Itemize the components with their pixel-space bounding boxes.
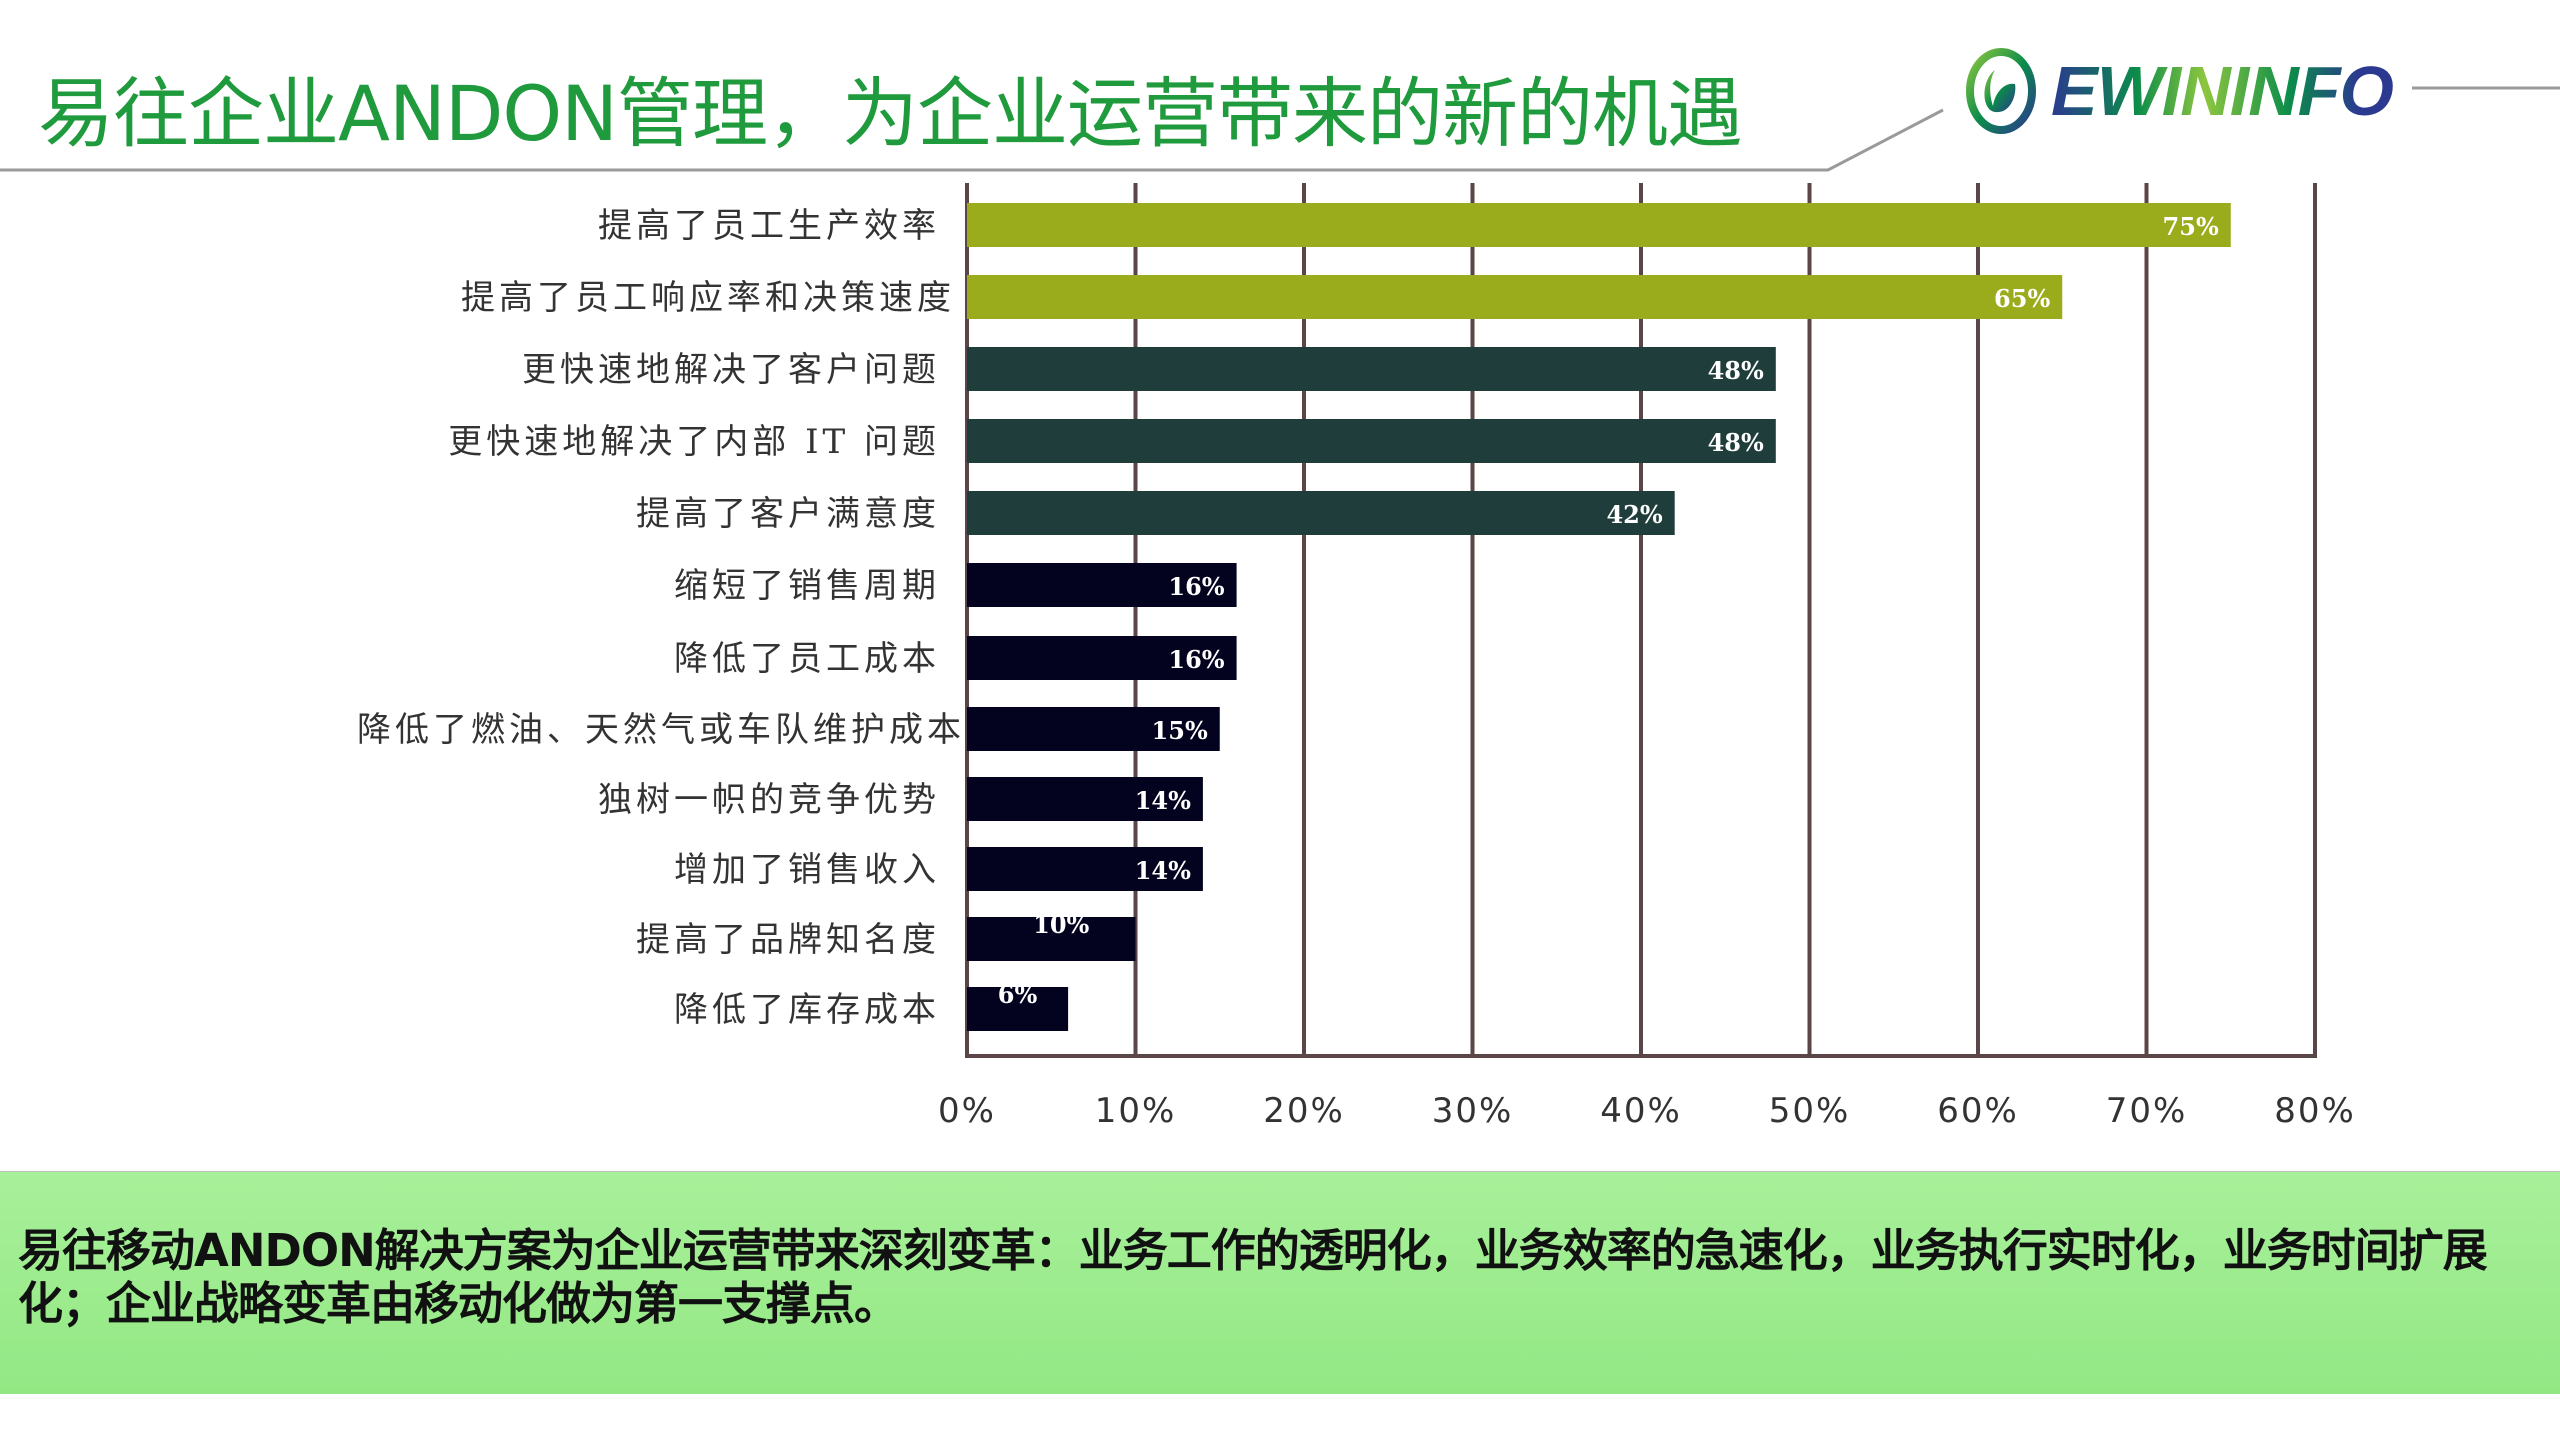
- x-tick-label: 40%: [1600, 1091, 1682, 1131]
- category-label: 提高了品牌知名度: [636, 920, 940, 960]
- summary-text: 易往移动ANDON解决方案为企业运营带来深刻变革：业务工作的透明化，业务效率的急…: [18, 1224, 2488, 1330]
- bar: [967, 636, 1237, 680]
- x-tick-label: 30%: [1432, 1091, 1514, 1131]
- data-label: 14%: [1135, 786, 1191, 815]
- data-label: 48%: [1708, 428, 1764, 457]
- bar: [967, 203, 2231, 247]
- data-label: 14%: [1135, 856, 1191, 885]
- category-label: 提高了客户满意度: [636, 494, 940, 534]
- category-label: 缩短了销售周期: [674, 566, 940, 606]
- page-title: 易往企业ANDON管理，为企业运营带来的新的机遇: [38, 69, 1743, 158]
- data-label: 65%: [1994, 284, 2050, 313]
- x-tick-label: 70%: [2106, 1091, 2188, 1131]
- bar: [967, 777, 1203, 821]
- data-label: 42%: [1606, 500, 1662, 529]
- category-label: 降低了员工成本: [674, 639, 940, 679]
- bar: [967, 563, 1237, 607]
- category-label: 降低了库存成本: [674, 990, 940, 1030]
- bar: [967, 917, 1136, 961]
- bar: [967, 847, 1203, 891]
- bar: [967, 491, 1675, 535]
- category-label: 提高了员工生产效率: [598, 206, 940, 246]
- x-tick-label: 60%: [1937, 1091, 2019, 1131]
- bar: [967, 347, 1776, 391]
- bar-chart: 75% 65% 48% 48% 42% 16% 16% 15% 14% 14% 10% 6% 提高了员工…: [357, 183, 2356, 1131]
- bar: [967, 707, 1220, 751]
- data-label: 16%: [1168, 572, 1224, 601]
- bar: [967, 419, 1776, 463]
- logo: EWININFO: [1965, 48, 2394, 134]
- category-label: 增加了销售收入: [674, 850, 940, 890]
- summary-banner: 易往移动ANDON解决方案为企业运营带来深刻变革：业务工作的透明化，业务效率的急…: [0, 1171, 2560, 1394]
- category-label: 更快速地解决了内部 IT 问题: [448, 422, 940, 462]
- x-tick-label: 0%: [938, 1091, 996, 1131]
- category-label: 提高了员工响应率和决策速度: [461, 278, 955, 318]
- logo-leaf-icon: [1966, 48, 2036, 134]
- x-tick-label: 50%: [1769, 1091, 1851, 1131]
- data-label: 15%: [1152, 716, 1208, 745]
- logo-text: EWININFO: [2051, 52, 2394, 130]
- data-label: 16%: [1168, 645, 1224, 674]
- category-label: 独树一帜的竞争优势: [598, 780, 940, 820]
- category-label: 更快速地解决了客户问题: [522, 350, 940, 390]
- bar: [967, 987, 1069, 1031]
- bar: [967, 275, 2063, 319]
- data-label: 75%: [2163, 212, 2219, 241]
- category-label: 降低了燃油、天然气或车队维护成本: [357, 710, 965, 750]
- title-underline: [0, 108, 1944, 172]
- data-label: 6%: [998, 980, 1038, 1009]
- data-label: 10%: [1033, 910, 1089, 939]
- header-decoration: [0, 86, 2560, 172]
- x-tick-label: 80%: [2274, 1091, 2356, 1131]
- x-tick-label: 20%: [1263, 1091, 1345, 1131]
- data-label: 48%: [1708, 356, 1764, 385]
- x-tick-label: 10%: [1095, 1091, 1177, 1131]
